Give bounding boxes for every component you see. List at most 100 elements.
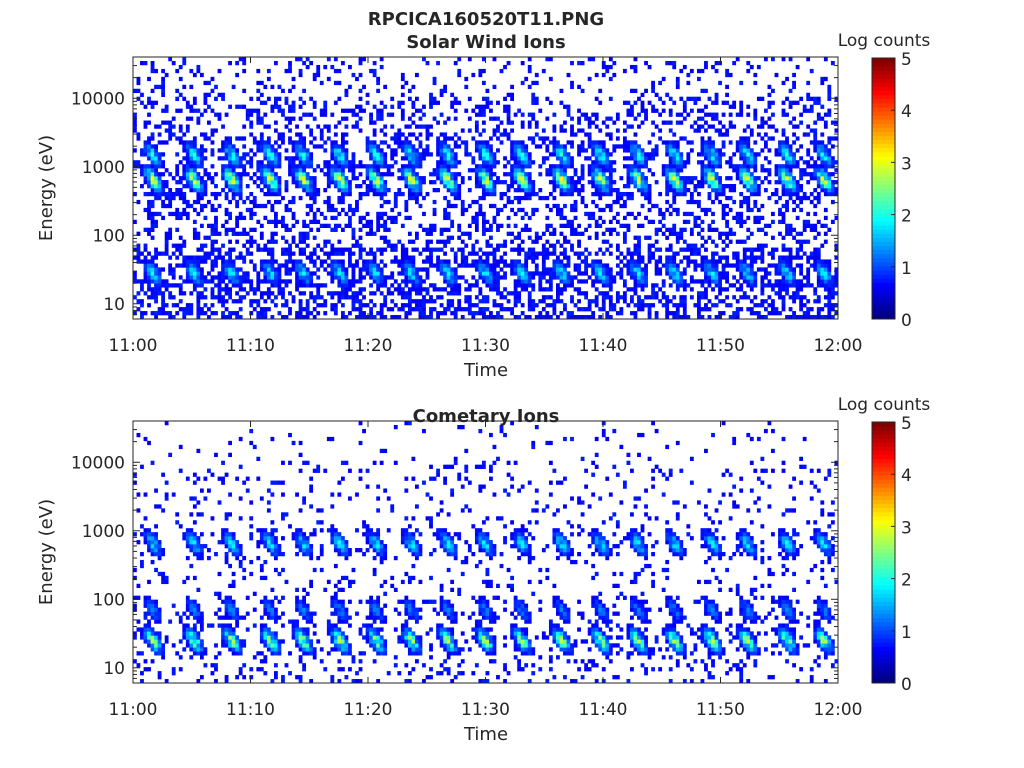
heatmap-cell [563,180,567,185]
heatmap-cell [679,303,684,308]
heatmap-cell [697,116,701,121]
heatmap-cell [150,311,155,316]
heatmap-cell [499,243,504,248]
heatmap-cell [326,239,331,244]
heatmap-cell [295,132,299,137]
heatmap-cell [298,267,303,272]
heatmap-cell [376,283,381,288]
heatmap-cell [742,160,747,165]
heatmap-cell [154,275,158,280]
heatmap-cell [143,271,148,276]
heatmap-cell [520,80,525,86]
heatmap-cell [672,140,677,145]
heatmap-cell [348,215,352,221]
heatmap-cell [161,84,166,90]
heatmap-cell [598,176,603,181]
heatmap-cell [492,180,497,185]
heatmap-cell [400,223,405,228]
heatmap-cell [658,299,663,304]
heatmap-cell [178,180,183,185]
heatmap-cell [443,211,448,217]
heatmap-cell [573,168,578,173]
heatmap-cell [517,231,522,236]
heatmap-cell [513,144,518,149]
heatmap-cell [259,172,264,177]
heatmap-cell [235,104,240,109]
heatmap-cell [281,291,285,296]
heatmap-cell [587,132,592,137]
heatmap-cell [446,156,451,161]
heatmap-cell [305,311,310,316]
heatmap-cell [168,235,173,240]
heatmap-cell [760,136,765,141]
heatmap-cell [256,271,261,276]
heatmap-cell [228,168,232,173]
heatmap-cell [601,172,606,177]
heatmap-cell [305,148,310,153]
heatmap-cell [771,88,775,94]
heatmap-cell [369,144,373,149]
heatmap-cell [238,279,243,284]
heatmap-cell [714,267,719,272]
heatmap-cell [326,160,331,165]
heatmap-cell [510,207,514,213]
heatmap-cell [520,148,525,153]
heatmap-cell [344,180,349,185]
heatmap-cell [453,140,458,145]
heatmap-cell [679,168,684,173]
heatmap-cell [503,203,507,209]
heatmap-cell [309,132,314,137]
heatmap-cell [749,251,754,256]
heatmap-cell [570,116,574,121]
heatmap-cell [538,108,543,113]
heatmap-cell [178,211,183,217]
heatmap-cell [601,267,606,272]
heatmap-cell [383,180,388,185]
heatmap-cell [439,168,444,173]
heatmap-cell [577,271,581,276]
heatmap-cell [203,184,208,189]
heatmap-cell [559,279,564,284]
heatmap-cell [622,164,627,169]
heatmap-cell [704,307,708,312]
heatmap-cell [637,124,641,129]
heatmap-cell [154,291,158,296]
heatmap-cell [471,251,476,256]
heatmap-cell [619,307,624,312]
heatmap-cell [644,108,648,113]
heatmap-cell [168,263,173,268]
heatmap-cell [178,176,183,181]
heatmap-cell [601,307,606,312]
heatmap-cell [231,144,236,149]
heatmap-cell [601,152,606,157]
heatmap-cell [647,303,652,308]
heatmap-cell [697,299,701,304]
heatmap-cell [143,144,148,149]
heatmap-cell [266,164,271,169]
heatmap-cell [214,172,218,177]
heatmap-cell [577,315,581,320]
heatmap-cell [161,80,166,86]
heatmap-cell [147,180,151,185]
heatmap-cell [622,255,627,260]
heatmap-cell [316,144,321,149]
heatmap-cell [548,223,553,228]
heatmap-cell [340,160,345,165]
heatmap-cell [256,120,261,125]
heatmap-cell [654,92,659,97]
heatmap-cell [665,247,670,252]
heatmap-cell [742,172,747,177]
heatmap-cell [319,263,324,268]
heatmap-cell [481,96,486,101]
heatmap-cell [718,152,722,157]
heatmap-cell [742,176,747,181]
heatmap-cell [594,295,599,300]
heatmap-cell [753,271,758,276]
heatmap-cell [566,188,571,193]
heatmap-cell [647,251,652,256]
heatmap-cell [358,307,363,312]
heatmap-cell [397,104,402,109]
heatmap-cell [309,251,314,256]
heatmap-cell [305,180,310,185]
heatmap-cell [337,180,342,185]
